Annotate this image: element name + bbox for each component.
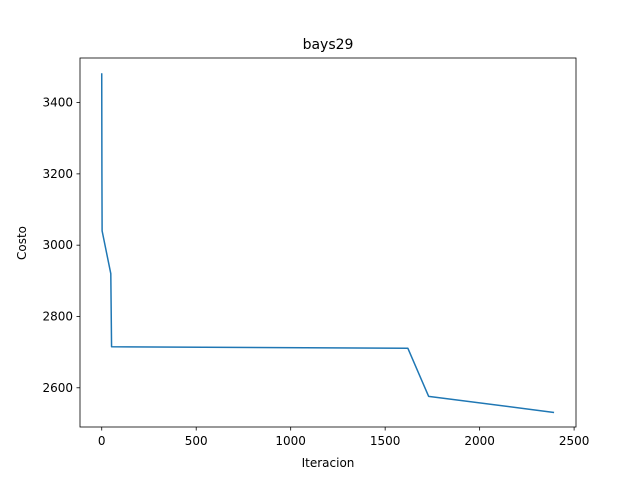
plot-frame xyxy=(79,57,577,428)
y-axis-label: Costo xyxy=(15,226,29,260)
chart-title: bays29 xyxy=(303,37,354,53)
y-tick-label: 2800 xyxy=(42,309,73,323)
y-tick-label: 3200 xyxy=(42,167,73,181)
x-tick-label: 2500 xyxy=(559,434,590,448)
x-tick-label: 1000 xyxy=(275,434,306,448)
x-tick-label: 0 xyxy=(98,434,106,448)
y-tick-label: 2600 xyxy=(42,381,73,395)
x-axis: 0 500 1000 1500 2000 2500 xyxy=(98,427,589,448)
x-tick-label: 500 xyxy=(185,434,208,448)
plot-area xyxy=(79,57,577,428)
x-tick-label: 2000 xyxy=(464,434,495,448)
x-tick-label: 1500 xyxy=(370,434,401,448)
y-tick-label: 3400 xyxy=(42,96,73,110)
y-tick-label: 3000 xyxy=(42,238,73,252)
y-axis: 2600 2800 3000 3200 3400 xyxy=(42,96,80,395)
series-line-0 xyxy=(100,73,555,414)
x-axis-label: Iteracion xyxy=(302,456,355,470)
